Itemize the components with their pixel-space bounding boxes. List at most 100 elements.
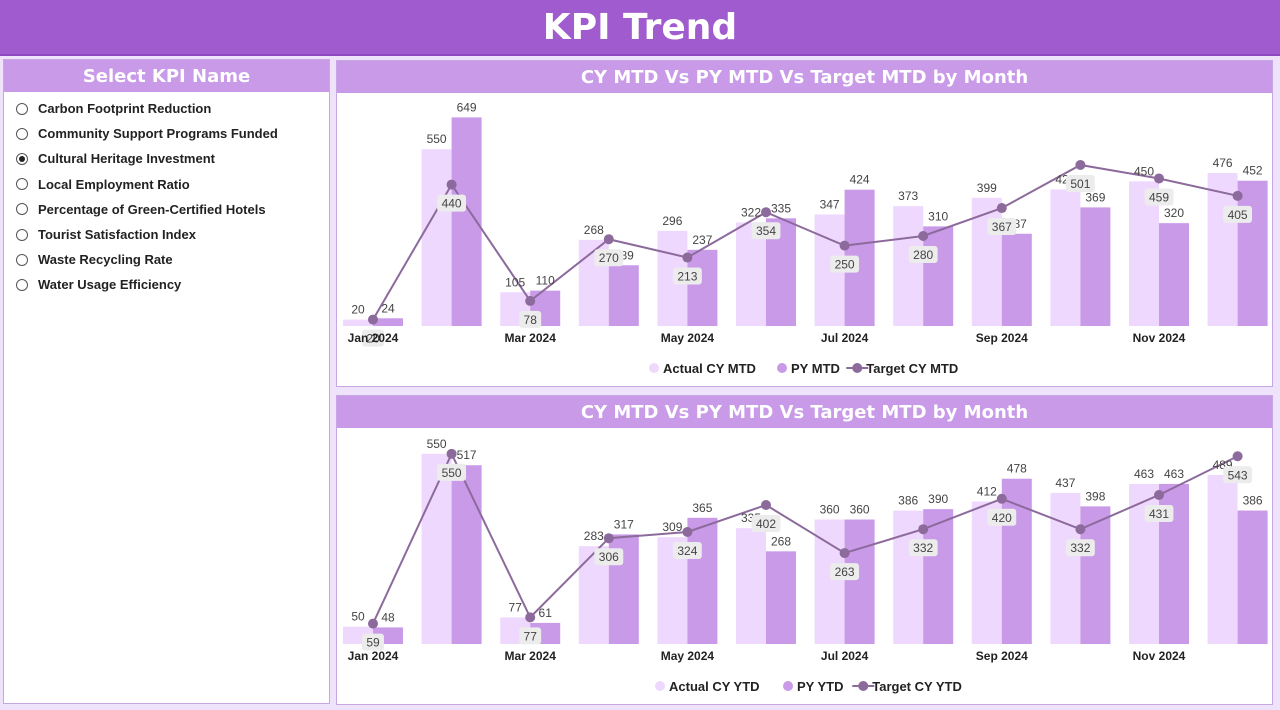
label-target-box xyxy=(519,310,542,328)
label-target: 367 xyxy=(992,220,1012,234)
label-actual: 412 xyxy=(977,485,997,499)
label-actual: 373 xyxy=(898,189,918,203)
label-target-box xyxy=(751,222,781,240)
label-py: 424 xyxy=(850,173,870,187)
label-target-box xyxy=(1144,188,1174,206)
label-target: 270 xyxy=(599,251,619,265)
radio-icon[interactable] xyxy=(16,253,28,266)
target-point xyxy=(839,548,850,559)
radio-icon[interactable] xyxy=(16,102,28,115)
slicer-title: Select KPI Name xyxy=(4,60,329,92)
label-target-box xyxy=(830,255,860,273)
target-point xyxy=(996,493,1007,504)
label-target-box xyxy=(830,563,860,581)
label-target-box xyxy=(987,218,1017,236)
bar-actual xyxy=(1207,173,1238,326)
radio-icon[interactable] xyxy=(16,152,28,165)
kpi-option-label: Cultural Heritage Investment xyxy=(38,151,215,167)
bar-py xyxy=(1080,207,1111,326)
label-target: 332 xyxy=(913,541,933,555)
label-target-box xyxy=(672,541,702,559)
label-target-box xyxy=(1223,205,1253,223)
kpi-option[interactable]: Percentage of Green-Certified Hotels xyxy=(16,197,329,222)
kpi-option[interactable]: Cultural Heritage Investment xyxy=(16,146,329,171)
label-actual: 360 xyxy=(820,503,840,517)
label-py: 317 xyxy=(614,517,634,531)
bar-actual xyxy=(736,528,766,644)
bar-py xyxy=(766,551,796,644)
label-target: 405 xyxy=(1228,208,1248,222)
label-target: 550 xyxy=(442,466,462,480)
label-py: 360 xyxy=(850,503,870,517)
label-target-box xyxy=(1144,504,1174,522)
label-target: 213 xyxy=(677,270,697,284)
bar-py xyxy=(373,318,403,326)
bar-actual xyxy=(421,149,452,326)
label-py: 24 xyxy=(381,301,395,315)
target-line xyxy=(372,163,1238,321)
legend-label: Actual CY YTD xyxy=(669,679,760,694)
label-actual: 437 xyxy=(1055,476,1075,490)
target-line xyxy=(372,451,1239,625)
bar-py xyxy=(687,517,718,644)
radio-icon[interactable] xyxy=(16,278,28,291)
target-point xyxy=(918,231,929,241)
label-actual: 105 xyxy=(505,275,525,289)
target-point xyxy=(1232,190,1243,201)
label-target-box xyxy=(1065,174,1095,192)
kpi-option[interactable]: Community Support Programs Funded xyxy=(16,121,329,146)
label-target-box xyxy=(908,246,938,263)
label-target: 20 xyxy=(366,332,380,346)
target-point xyxy=(525,295,536,306)
legend: Actual CY MTD PY MTD Target CY MTD xyxy=(649,361,958,376)
label-py: 61 xyxy=(539,606,553,620)
label-py: 463 xyxy=(1164,467,1184,481)
target-point xyxy=(682,526,693,537)
label-actual: 322 xyxy=(741,206,761,220)
legend-label: Actual CY MTD xyxy=(663,361,756,376)
radio-icon[interactable] xyxy=(16,228,28,241)
label-target-box xyxy=(908,539,938,557)
label-actual: 550 xyxy=(427,132,447,146)
label-target: 332 xyxy=(1070,541,1090,555)
radio-icon[interactable] xyxy=(16,178,28,191)
label-target: 440 xyxy=(442,197,462,211)
bar-actual xyxy=(736,222,766,326)
label-target: 78 xyxy=(524,313,538,327)
radio-dot-icon xyxy=(19,155,25,162)
label-target-box xyxy=(672,267,702,285)
target-point xyxy=(603,234,614,245)
x-tick-label: Mar 2024 xyxy=(505,331,557,345)
legend-marker-py xyxy=(783,681,794,691)
kpi-option-label: Waste Recycling Rate xyxy=(38,252,173,268)
label-target: 250 xyxy=(835,258,855,272)
label-target-box xyxy=(519,627,542,645)
target-point xyxy=(603,533,614,544)
kpi-list: Carbon Footprint Reduction Community Supp… xyxy=(4,92,329,298)
label-py: 386 xyxy=(1243,494,1263,508)
kpi-option[interactable]: Waste Recycling Rate xyxy=(16,247,329,272)
label-target-box xyxy=(437,194,467,212)
target-point xyxy=(839,240,850,251)
kpi-option[interactable]: Water Usage Efficiency xyxy=(16,272,329,297)
label-py: 517 xyxy=(457,448,477,462)
target-point xyxy=(1075,159,1086,170)
radio-icon[interactable] xyxy=(16,127,28,140)
label-py: 478 xyxy=(1007,462,1027,476)
x-tick-label: May 2024 xyxy=(661,649,715,663)
target-point xyxy=(1232,451,1243,462)
label-target: 543 xyxy=(1228,468,1248,482)
legend-marker-actual xyxy=(655,681,665,691)
ytd-chart-title: CY MTD Vs PY MTD Vs Target MTD by Month xyxy=(337,396,1272,428)
x-tick-label: Jul 2024 xyxy=(821,331,869,345)
kpi-option[interactable]: Local Employment Ratio xyxy=(16,172,329,197)
label-actual: 50 xyxy=(351,610,365,624)
radio-icon[interactable] xyxy=(16,203,28,216)
label-target: 280 xyxy=(913,248,933,262)
label-actual: 283 xyxy=(584,529,604,543)
kpi-option[interactable]: Carbon Footprint Reduction xyxy=(16,96,329,121)
kpi-option[interactable]: Tourist Satisfaction Index xyxy=(16,222,329,247)
